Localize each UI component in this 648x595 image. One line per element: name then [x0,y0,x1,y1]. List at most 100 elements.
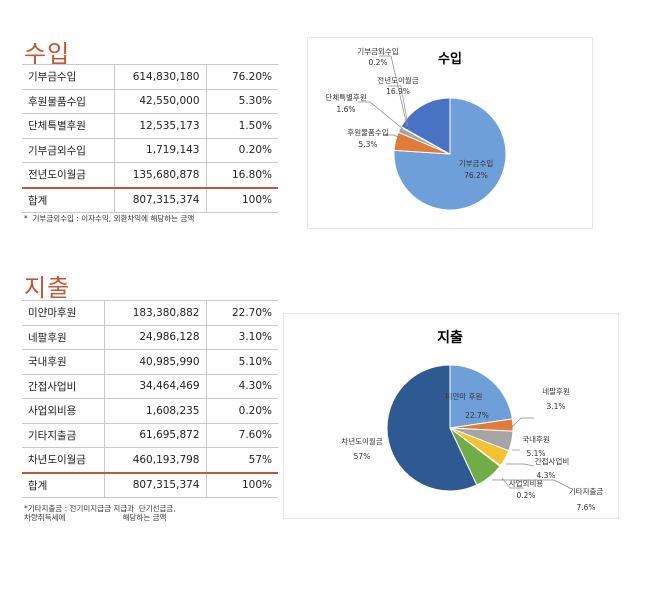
row-amount: 1,608,235 [104,398,207,424]
leader-line [492,479,571,489]
table-row: 미얀마후원 183,380,882 22.70% [22,300,278,326]
row-percent: 3.10% [206,325,278,350]
slice-value: 57% [354,452,371,461]
slice-label: 단체특별후원 [325,92,366,102]
row-name: 차년도이월금 [22,447,105,473]
slice-label: 기타지출금 [569,486,604,496]
slice-value: 16.9% [386,87,410,96]
expense-pie-svg: 지출 미얀마 후원 22.7% 네팔후원 3.1% 국내후원 5.1% 간접사업… [341,329,604,512]
slice-value: 0.2% [368,58,387,67]
row-amount: 614,830,180 [114,64,207,90]
table-row: 단체특별후원 12,535,173 1.50% [22,113,278,139]
total-amount: 807,315,374 [104,471,207,498]
total-row: 합계 807,315,374 100% [22,471,278,498]
slice-value: 5.1% [526,449,545,458]
pie-slice [400,97,451,155]
table-row: 네팔후원 24,986,128 3.10% [22,325,278,350]
row-percent: 7.60% [206,423,278,448]
row-amount: 24,986,128 [104,325,207,350]
row-name: 전년도이월금 [22,162,115,188]
row-name: 네팔후원 [22,325,105,350]
slice-label: 사업외비용 [509,478,544,488]
income-pie-svg: 수입 기부금외수입 0.2% 전년도이월금 16.9% 단체특별후원 1.6% … [325,46,507,211]
expense-table: 미얀마후원 183,380,882 22.70% 네팔후원 24,986,128… [22,300,278,498]
expense-footnote: *기타지출금 : 전기미지급금 지급과 단기선급금, 차량취득세에 해당하는 금… [24,504,176,522]
income-footnote: * 기부금외수입 : 이자수익, 외환차익에 해당하는 금액 [24,214,195,223]
leader-line [501,477,524,489]
row-name: 사업외비용 [22,398,105,424]
leader-line [358,101,404,130]
row-amount: 61,695,872 [104,423,207,448]
row-name: 국내후원 [22,349,105,375]
row-percent: 4.30% [206,374,278,399]
row-amount: 183,380,882 [104,300,207,326]
leader-line [509,417,534,430]
leader-line [379,55,408,127]
row-amount: 12,535,173 [114,113,207,139]
row-name: 단체특별후원 [22,113,115,139]
total-label: 합계 [22,186,115,213]
income-pie-chart: 수입 기부금외수입 0.2% 전년도이월금 16.9% 단체특별후원 1.6% … [307,37,593,229]
table-row: 차년도이월금 460,193,798 57% [22,447,278,473]
pie-slice [386,364,478,492]
leader-line [388,85,409,127]
row-amount: 460,193,798 [104,447,207,473]
slice-value: 3.1% [546,402,565,411]
row-percent: 16.80% [206,162,278,188]
slice-label: 차년도이월금 [341,436,382,446]
table-row: 간접사업비 34,464,469 4.30% [22,374,278,399]
row-percent: 76.20% [206,64,278,90]
row-amount: 135,680,878 [114,162,207,188]
income-title: 수입 [24,40,71,68]
row-amount: 42,550,000 [114,89,207,114]
row-percent: 1.50% [206,113,278,139]
expense-pie-chart: 지출 미얀마 후원 22.7% 네팔후원 3.1% 국내후원 5.1% 간접사업… [283,313,619,519]
table-row: 기부금수입 614,830,180 76.20% [22,64,278,90]
row-percent: 5.30% [206,89,278,114]
total-amount: 807,315,374 [114,186,207,213]
total-percent: 100% [206,186,278,213]
table-row: 국내후원 40,985,990 5.10% [22,349,278,375]
row-percent: 0.20% [206,138,278,163]
table-row: 후원물품수입 42,550,000 5.30% [22,89,278,114]
row-name: 후원물품수입 [22,89,115,114]
slice-value: 7.6% [576,503,595,512]
chart-title: 수입 [438,52,462,67]
row-name: 간접사업비 [22,374,105,399]
row-name: 미얀마후원 [22,300,105,326]
total-row: 합계 807,315,374 100% [22,186,278,213]
row-name: 기타지출금 [22,423,105,448]
slice-label: 후원물품수입 [347,128,388,137]
row-percent: 5.10% [206,349,278,375]
row-name: 기부금수입 [22,64,115,90]
row-percent: 0.20% [206,398,278,424]
chart-title: 지출 [437,329,463,346]
slice-label: 기부금수입 [459,159,494,168]
leader-line [386,134,401,139]
pie-slice [449,364,513,429]
slice-value: 0.2% [516,491,535,500]
slice-label: 기부금외수입 [357,46,398,56]
total-label: 합계 [22,471,105,498]
income-table: 기부금수입 614,830,180 76.20% 후원물품수입 42,550,0… [22,64,278,213]
row-percent: 22.70% [206,300,278,326]
table-row: 사업외비용 1,608,235 0.20% [22,398,278,424]
slice-value: 5.3% [358,140,377,149]
row-amount: 40,985,990 [104,349,207,375]
slice-value: 76.2% [464,171,488,180]
slice-label: 네팔후원 [542,386,570,396]
row-percent: 57% [206,447,278,473]
table-row: 기부금외수입 1,719,143 0.20% [22,138,278,163]
table-row: 기타지출금 61,695,872 7.60% [22,423,278,448]
total-percent: 100% [206,471,278,498]
leader-line [506,463,535,467]
row-amount: 1,719,143 [114,138,207,163]
slice-label: 전년도이월금 [377,75,418,85]
slice-label: 간접사업비 [535,456,570,466]
slice-value: 4.3% [536,471,555,480]
expense-title: 지출 [24,274,71,302]
slice-label: 국내후원 [522,435,550,444]
slice-value: 22.7% [465,411,489,420]
row-name: 기부금외수입 [22,138,115,163]
slice-value: 1.6% [336,105,355,114]
